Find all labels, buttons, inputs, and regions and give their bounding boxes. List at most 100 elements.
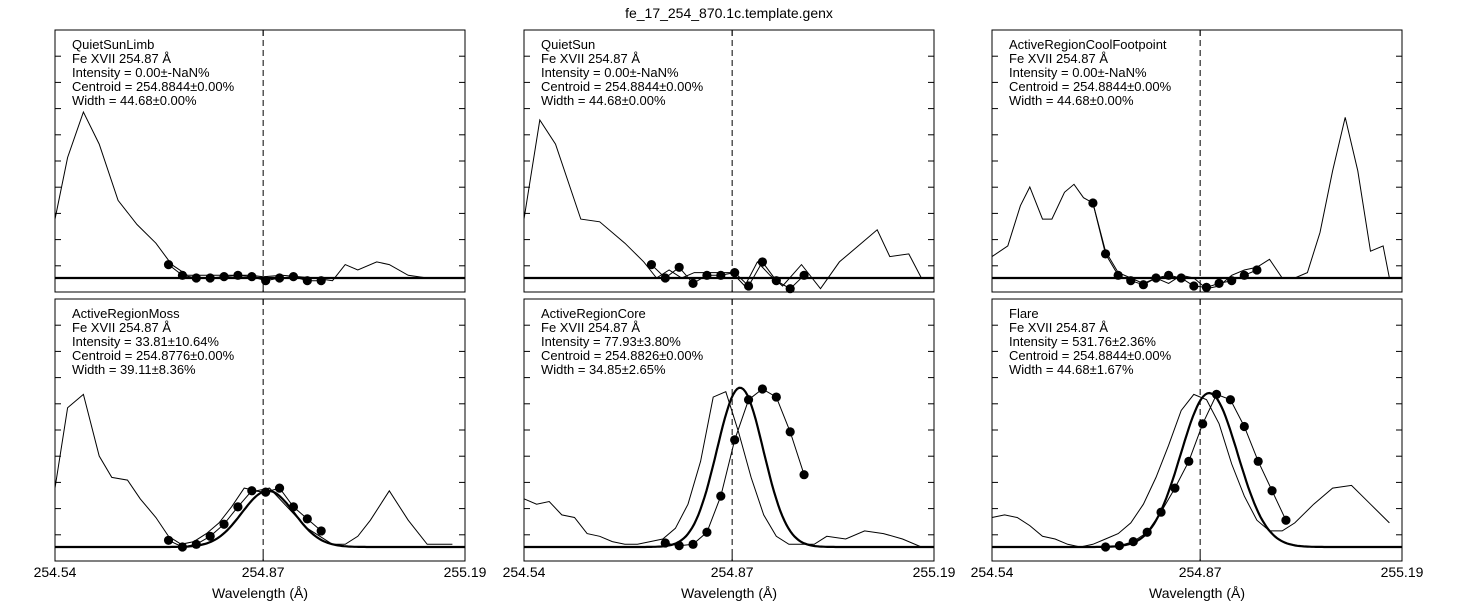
x-tick-label: 254.54 [34, 564, 77, 580]
fit-point [674, 262, 684, 272]
fit-point [163, 260, 174, 270]
fit-point [1151, 273, 1161, 283]
x-tick-label: 255.19 [1381, 564, 1424, 580]
fit-point [191, 273, 201, 283]
fit-point [1225, 395, 1236, 405]
panel-label: ActiveRegionMoss [72, 306, 180, 321]
ion-label: Fe XVII 254.87 Å [1009, 51, 1108, 66]
width-label: Width = 44.68±1.67% [1009, 362, 1134, 377]
fit-point [1184, 456, 1194, 466]
width-label: Width = 44.68±0.00% [541, 93, 666, 108]
fit-point [1156, 507, 1166, 517]
fit-point [771, 276, 781, 286]
fit-point [288, 272, 299, 282]
fit-point [233, 502, 243, 512]
fit-point [1126, 276, 1136, 286]
fit-point [702, 527, 712, 537]
fit-point [1128, 537, 1138, 547]
fit-point [1113, 270, 1123, 280]
x-tick-label: 254.54 [503, 564, 546, 580]
fit-point [674, 541, 684, 551]
fit-point [1100, 542, 1111, 552]
x-tick-label: 254.87 [1179, 564, 1222, 580]
fit-point [1176, 273, 1186, 283]
fit-point [730, 268, 740, 278]
panel-label: QuietSunLimb [72, 37, 154, 52]
panel-label: QuietSun [541, 37, 595, 52]
x-axis-label: Wavelength (Å) [1149, 585, 1245, 601]
fit-point [743, 395, 754, 405]
fit-point [799, 470, 809, 480]
fit-point [191, 539, 201, 549]
fit-point [233, 270, 243, 280]
fit-point [1198, 419, 1208, 429]
intensity-label: Intensity = 0.00±-NaN% [1009, 65, 1147, 80]
panel-label: ActiveRegionCoolFootpoint [1009, 37, 1167, 52]
ion-label: Fe XVII 254.87 Å [541, 320, 640, 335]
intensity-label: Intensity = 531.76±2.36% [1009, 334, 1156, 349]
fit-point [1227, 276, 1237, 286]
centroid-label: Centroid = 254.8776±0.00% [72, 348, 235, 363]
fit-point [757, 257, 768, 267]
fit-points-line [1105, 393, 1287, 548]
fit-point [660, 273, 670, 283]
ion-label: Fe XVII 254.87 Å [1009, 320, 1108, 335]
fit-point [1267, 486, 1277, 496]
fit-point [1253, 456, 1263, 466]
fit-point [1142, 527, 1152, 537]
fit-point [646, 260, 657, 270]
fit-point [785, 284, 795, 294]
fit-point [1281, 515, 1291, 525]
width-label: Width = 34.85±2.65% [541, 362, 666, 377]
fit-point [316, 526, 326, 536]
fit-point [799, 270, 809, 280]
fit-point [302, 276, 312, 286]
intensity-label: Intensity = 33.81±10.64% [72, 334, 219, 349]
spectrum-line [991, 393, 1390, 548]
fit-point [1252, 265, 1262, 275]
fit-point [785, 427, 795, 437]
panel-label: ActiveRegionCore [541, 306, 646, 321]
fit-point [1088, 198, 1098, 208]
fit-point [730, 435, 740, 445]
ion-label: Fe XVII 254.87 Å [541, 51, 640, 66]
fit-point [247, 486, 257, 496]
x-axis-label: Wavelength (Å) [681, 585, 777, 601]
spectrum-line [54, 110, 428, 282]
fit-curve [992, 391, 1402, 549]
fit-point [163, 535, 174, 545]
x-tick-label: 254.87 [242, 564, 285, 580]
width-label: Width = 44.68±0.00% [1009, 93, 1134, 108]
fit-point [716, 491, 726, 501]
fit-point [1170, 483, 1180, 493]
fit-point [261, 487, 271, 497]
x-axis-label: Wavelength (Å) [212, 585, 308, 601]
centroid-label: Centroid = 254.8844±0.00% [1009, 79, 1172, 94]
fit-point [219, 272, 229, 282]
fit-point [688, 539, 698, 549]
figure-title: fe_17_254_870.1c.template.genx [625, 5, 833, 21]
fit-point [288, 502, 299, 512]
fit-point [316, 276, 326, 286]
fit-points-line [665, 388, 805, 547]
fit-point [1239, 421, 1249, 432]
spectrum-line [991, 117, 1390, 290]
fit-point [1239, 270, 1249, 280]
x-tick-label: 254.87 [711, 564, 754, 580]
fit-point [1214, 278, 1224, 288]
width-label: Width = 39.11±8.36% [72, 362, 196, 377]
fit-point [177, 542, 188, 552]
ion-label: Fe XVII 254.87 Å [72, 320, 171, 335]
fit-point [177, 270, 188, 280]
spectrum-line [523, 118, 922, 290]
fit-point [219, 519, 229, 529]
intensity-label: Intensity = 0.00±-NaN% [72, 65, 210, 80]
fit-point [716, 270, 726, 280]
fit-point [702, 270, 712, 280]
fit-curve [55, 489, 465, 549]
